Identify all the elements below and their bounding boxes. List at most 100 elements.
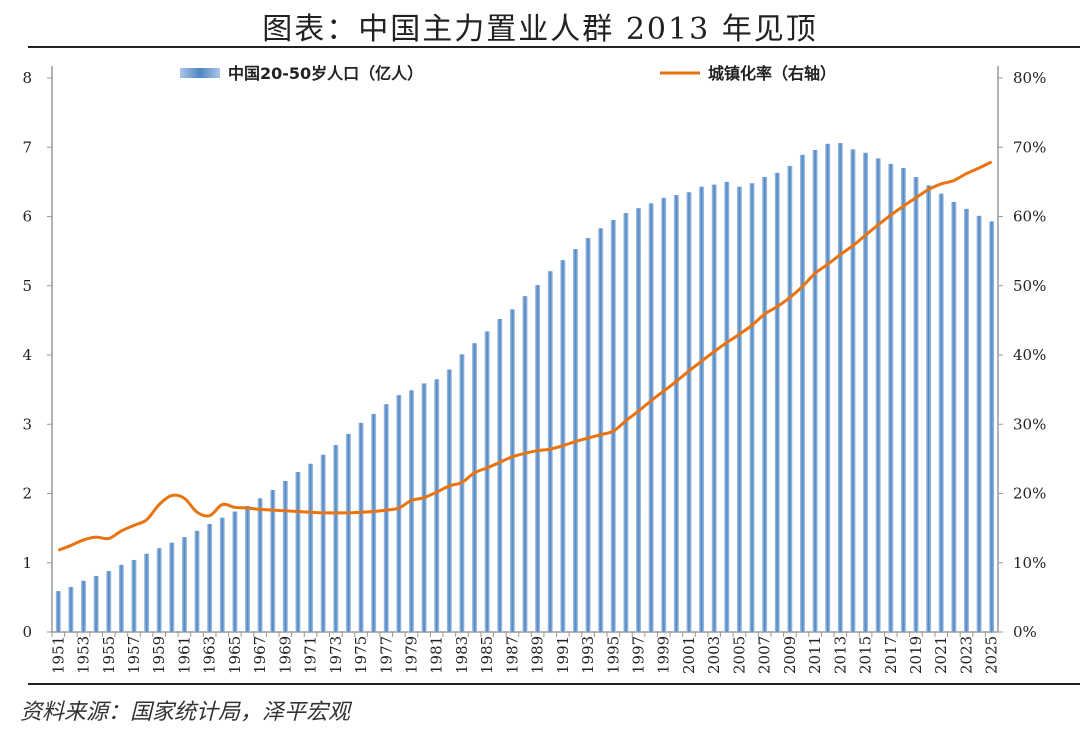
x-axis-tick-label: 2011 (806, 636, 824, 674)
bar-1959 (156, 548, 162, 632)
right-axis-tick-label: 10% (1013, 554, 1046, 572)
bar-1953 (81, 580, 87, 632)
right-axis-tick-label: 40% (1013, 346, 1046, 364)
bar-1994 (598, 228, 604, 632)
bar-1975 (358, 422, 364, 632)
x-axis-tick-label: 1975 (352, 636, 370, 674)
bar-1987 (509, 309, 515, 632)
right-axis-tick-label: 60% (1013, 208, 1046, 226)
x-axis-tick-label: 1965 (226, 636, 244, 674)
bar-1952 (68, 586, 74, 632)
bar-1999 (661, 197, 667, 633)
bar-1973 (333, 445, 339, 632)
bar-2011 (812, 150, 818, 632)
bar-2012 (825, 143, 831, 632)
bar-1990 (547, 271, 553, 632)
x-axis-tick-label: 1979 (402, 636, 420, 674)
bar-1981 (434, 379, 440, 632)
x-axis-tick-label: 1969 (276, 636, 294, 674)
bar-2009 (787, 165, 793, 632)
right-axis-tick-label: 20% (1013, 485, 1046, 503)
x-axis-tick-label: 1973 (327, 636, 345, 674)
left-axis-tick-label: 6 (22, 208, 32, 226)
x-axis-tick-label: 1957 (125, 636, 143, 674)
bar-2016 (875, 158, 881, 632)
x-axis-tick-label: 1955 (100, 636, 118, 674)
x-axis-tick-label: 1971 (302, 636, 320, 674)
bar-1957 (131, 559, 137, 632)
bar-2021 (938, 193, 944, 632)
bar-2005 (736, 186, 742, 632)
left-axis-tick-label: 0 (22, 623, 32, 641)
bar-2000 (673, 195, 679, 632)
bar-1968 (270, 490, 276, 632)
bar-2020 (926, 185, 932, 632)
x-axis-tick-label: 2019 (907, 636, 925, 674)
bar-1993 (585, 237, 591, 632)
bar-2019 (913, 177, 919, 632)
x-axis-tick-label: 1967 (251, 636, 269, 674)
x-axis-tick-label: 2007 (756, 636, 774, 674)
left-axis-tick-label: 3 (22, 415, 32, 433)
x-axis-tick-label: 2001 (680, 636, 698, 674)
bar-2013 (837, 143, 843, 632)
x-axis-tick-label: 1951 (49, 636, 67, 674)
bar-1964 (219, 517, 225, 632)
left-axis-tick-label: 1 (22, 554, 32, 572)
bar-2004 (724, 181, 730, 632)
x-axis-tick-label: 2025 (983, 636, 1001, 674)
left-axis-tick-label: 7 (22, 138, 32, 156)
bar-2025 (989, 221, 995, 632)
bar-1997 (636, 208, 642, 632)
bar-1980 (421, 383, 427, 632)
x-axis-tick-label: 1987 (503, 636, 521, 674)
bar-1988 (522, 296, 528, 632)
bar-1971 (308, 463, 314, 632)
bar-2002 (699, 186, 705, 632)
left-axis-tick-label: 5 (22, 277, 32, 295)
x-axis-tick-label: 1999 (655, 636, 673, 674)
bar-1965 (232, 511, 238, 632)
x-axis-tick-label: 1991 (554, 636, 572, 674)
bar-1955 (106, 571, 112, 632)
x-axis-tick-label: 1995 (604, 636, 622, 674)
bar-2006 (749, 183, 755, 632)
x-axis-tick-label: 1985 (478, 636, 496, 674)
bar-2022 (951, 201, 957, 632)
x-axis-tick-label: 1977 (377, 636, 395, 674)
source-note: 资料来源：国家统计局，泽平宏观 (20, 700, 351, 725)
x-axis-tick-label: 2023 (957, 636, 975, 674)
bar-1966 (245, 505, 251, 632)
bar-1976 (371, 413, 377, 632)
bar-1982 (446, 369, 452, 632)
legend-bar-label: 中国20-50岁人口（亿人） (228, 64, 423, 83)
bar-2023 (963, 208, 969, 632)
x-axis-tick-label: 2021 (932, 636, 950, 674)
bar-2017 (888, 163, 894, 632)
left-axis-tick-label: 4 (22, 346, 32, 364)
bar-2014 (850, 149, 856, 632)
bar-1984 (472, 343, 478, 632)
bar-1961 (181, 537, 187, 632)
x-axis-tick-label: 1959 (150, 636, 168, 674)
x-axis-tick-label: 2013 (831, 636, 849, 674)
bar-2001 (686, 192, 692, 632)
bar-1972 (320, 454, 326, 632)
bar-1970 (295, 472, 301, 632)
bar-2003 (711, 184, 717, 632)
bar-1951 (55, 591, 61, 632)
x-axis-tick-label: 2017 (882, 636, 900, 674)
x-axis-tick-label: 2003 (705, 636, 723, 674)
bar-1960 (169, 542, 175, 632)
x-axis-tick-label: 1983 (453, 636, 471, 674)
bar-1989 (535, 285, 541, 632)
x-axis-tick-label: 2015 (857, 636, 875, 674)
x-axis-tick-label: 1993 (579, 636, 597, 674)
x-axis-tick-label: 1997 (630, 636, 648, 674)
bar-1963 (207, 523, 213, 632)
urbanization-rate-line (57, 160, 993, 552)
source-divider (28, 683, 1080, 685)
bar-1954 (93, 575, 99, 632)
bar-1956 (118, 564, 124, 632)
